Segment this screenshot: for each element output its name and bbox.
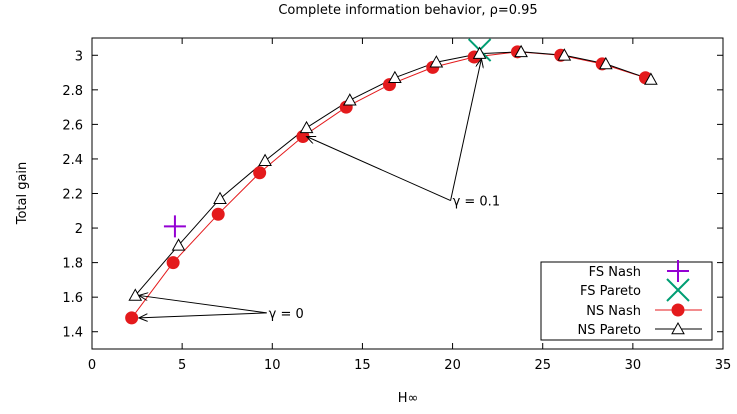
x-tick-label: 30 (625, 358, 642, 373)
annotation-arrow (307, 136, 451, 202)
data-point (213, 191, 227, 204)
x-tick-label: 10 (264, 358, 281, 373)
y-tick-label: 2.8 (62, 84, 83, 99)
y-tick-label: 3 (75, 49, 83, 64)
data-point (429, 55, 444, 68)
x-tick-label: 0 (88, 358, 96, 373)
axes: 0 5 10 15 20 25 30 35 1.4 1.6 1.8 2 2.2 2.4 2.6 2.8 3 (62, 38, 731, 373)
x-tick-label: 5 (178, 358, 186, 373)
data-point (258, 153, 272, 166)
data-point (253, 166, 267, 180)
data-point (598, 56, 613, 70)
annotation-arrow (139, 295, 267, 314)
legend-label: NS Pareto (578, 323, 641, 338)
y-axis-label: Total gain (15, 162, 30, 226)
annotation-label: γ = 0.1 (453, 195, 501, 210)
legend-label: FS Pareto (580, 284, 641, 299)
data-point (514, 44, 528, 58)
x-tick-label: 35 (715, 358, 732, 373)
legend-marker (666, 278, 690, 302)
x-tick-label: 15 (354, 358, 371, 373)
y-tick-label: 2 (75, 222, 83, 237)
data-point (166, 256, 180, 270)
annotation-label: γ = 0 (269, 307, 304, 322)
series-layer (125, 38, 658, 325)
data-point (342, 93, 357, 106)
y-tick-label: 2.6 (62, 118, 83, 133)
legend-marker (671, 321, 685, 335)
y-tick-label: 2.2 (62, 188, 83, 203)
x-tick-label: 20 (444, 358, 461, 373)
data-point (388, 70, 402, 84)
y-tick-label: 1.6 (62, 291, 83, 306)
data-point (299, 120, 314, 134)
annotation-arrow (450, 59, 482, 201)
legend-box (540, 261, 713, 341)
data-point (125, 311, 139, 325)
data-point (211, 207, 225, 221)
data-point (163, 215, 186, 238)
legend: FS Nash FS Pareto NS Nash NS Pareto (540, 260, 713, 341)
legend-marker (671, 303, 685, 317)
legend-marker (667, 260, 689, 282)
chart-title: Complete information behavior, ρ=0.95 (278, 3, 537, 18)
x-axis-label: H∞ (398, 391, 419, 406)
data-point (557, 48, 572, 61)
legend-label: FS Nash (589, 265, 641, 280)
legend-label: NS Nash (586, 304, 641, 319)
data-point (644, 72, 658, 85)
annotation-arrow (139, 312, 267, 318)
x-tick-label: 25 (534, 358, 551, 373)
y-tick-label: 2.4 (62, 153, 83, 168)
y-tick-label: 1.4 (62, 326, 83, 341)
annotation-layer: γ = 0 γ = 0.1 (139, 59, 500, 322)
data-point (171, 238, 186, 251)
y-tick-label: 1.8 (62, 257, 83, 272)
